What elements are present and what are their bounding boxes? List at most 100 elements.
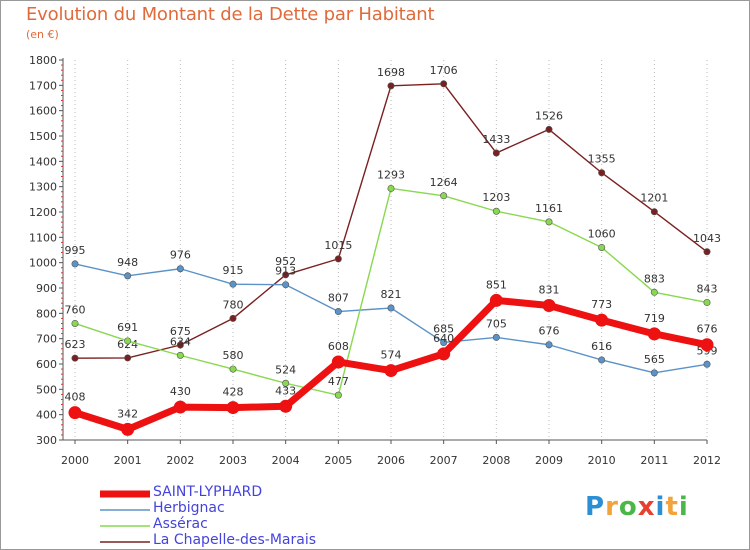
- data-point: [282, 281, 290, 289]
- data-point: [282, 379, 290, 387]
- data-point: [71, 260, 79, 268]
- data-label: 634: [170, 335, 191, 348]
- y-tick-label: 500: [36, 383, 57, 396]
- legend-item-3: La Chapelle-des-Marais: [153, 532, 317, 548]
- data-label: 948: [117, 256, 138, 269]
- y-tick-label: 1600: [29, 105, 57, 118]
- x-tick-label: 2012: [693, 454, 721, 467]
- data-point: [440, 80, 448, 88]
- y-tick-label: 1500: [29, 130, 57, 143]
- data-label: 1433: [482, 133, 510, 146]
- data-point: [545, 125, 553, 133]
- y-tick-label: 1100: [29, 231, 57, 244]
- data-label: 1060: [588, 227, 616, 240]
- data-label: 821: [381, 288, 402, 301]
- data-point: [542, 298, 556, 312]
- data-label: 1043: [693, 232, 721, 245]
- data-point: [176, 265, 184, 273]
- data-label: 1203: [482, 191, 510, 204]
- data-label: 408: [65, 391, 86, 404]
- data-label: 705: [486, 317, 507, 330]
- data-label: 574: [381, 349, 402, 362]
- logo-letter: o: [618, 492, 638, 522]
- data-label: 676: [697, 323, 718, 336]
- data-point: [598, 356, 606, 364]
- data-point: [176, 351, 184, 359]
- data-label: 1293: [377, 168, 405, 181]
- data-point: [229, 314, 237, 322]
- data-label: 676: [539, 325, 560, 338]
- data-point: [595, 313, 609, 327]
- data-point: [331, 355, 345, 369]
- data-label: 691: [117, 321, 138, 334]
- data-point: [492, 333, 500, 341]
- x-tick-label: 2005: [324, 454, 352, 467]
- y-tick-label: 800: [36, 307, 57, 320]
- data-point: [124, 272, 132, 280]
- data-label: 1201: [640, 192, 668, 205]
- data-point: [334, 308, 342, 316]
- data-label: 623: [65, 338, 86, 351]
- logo-letter: x: [637, 492, 656, 522]
- data-point: [124, 337, 132, 345]
- data-label: 807: [328, 292, 349, 305]
- data-label: 760: [65, 303, 86, 316]
- data-label: 1355: [588, 153, 616, 166]
- data-label: 524: [275, 363, 296, 376]
- data-label: 616: [591, 340, 612, 353]
- data-label: 1015: [324, 239, 352, 252]
- x-tick-label: 2006: [377, 454, 405, 467]
- x-tick-label: 2009: [535, 454, 563, 467]
- y-tick-label: 400: [36, 409, 57, 422]
- data-point: [387, 184, 395, 192]
- data-point: [176, 341, 184, 349]
- data-point: [598, 169, 606, 177]
- data-label: 685: [433, 322, 454, 335]
- x-tick-label: 2002: [166, 454, 194, 467]
- x-tick-label: 2011: [640, 454, 668, 467]
- data-point: [492, 149, 500, 157]
- y-tick-label: 900: [36, 282, 57, 295]
- data-label: 1161: [535, 202, 563, 215]
- data-label: 565: [644, 353, 665, 366]
- legend-item-2: Assérac: [153, 516, 208, 532]
- data-label: 430: [170, 385, 191, 398]
- data-point: [229, 365, 237, 373]
- chart-subtitle: (en €): [26, 28, 59, 41]
- x-tick-label: 2003: [219, 454, 247, 467]
- data-label: 1526: [535, 109, 563, 122]
- y-tick-label: 1400: [29, 155, 57, 168]
- y-tick-label: 700: [36, 333, 57, 346]
- data-point: [700, 338, 714, 352]
- data-point: [384, 364, 398, 378]
- data-point: [282, 271, 290, 279]
- data-point: [703, 360, 711, 368]
- x-tick-label: 2000: [61, 454, 89, 467]
- data-point: [703, 248, 711, 256]
- legend-item-1: Herbignac: [153, 500, 225, 516]
- legend-item-0: SAINT-LYPHARD: [153, 484, 263, 500]
- data-label: 995: [65, 244, 86, 257]
- data-label: 952: [275, 255, 296, 268]
- y-tick-label: 1700: [29, 79, 57, 92]
- data-label: 1698: [377, 66, 405, 79]
- logo-letter: r: [605, 492, 619, 522]
- logo-letter: i: [655, 492, 666, 522]
- data-point: [489, 293, 503, 307]
- x-tick-label: 2001: [114, 454, 142, 467]
- data-label: 433: [275, 384, 296, 397]
- y-tick-label: 1800: [29, 54, 57, 67]
- data-point: [545, 218, 553, 226]
- data-point: [68, 406, 82, 420]
- data-label: 580: [223, 349, 244, 362]
- data-point: [492, 207, 500, 215]
- data-point: [334, 391, 342, 399]
- data-label: 477: [328, 375, 349, 388]
- data-label: 915: [223, 264, 244, 277]
- data-point: [703, 298, 711, 306]
- y-tick-label: 1200: [29, 206, 57, 219]
- data-point: [124, 354, 132, 362]
- data-label: 780: [223, 298, 244, 311]
- data-point: [545, 341, 553, 349]
- y-tick-label: 600: [36, 358, 57, 371]
